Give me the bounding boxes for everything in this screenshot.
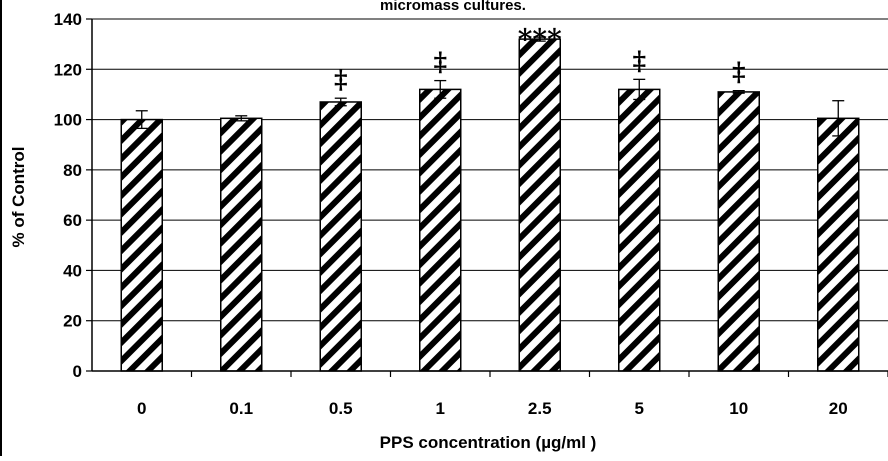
x-tick-label: 2.5 bbox=[528, 399, 552, 418]
significance-marker: *** bbox=[518, 23, 562, 56]
x-axis-title: PPS concentration (µg/ml ) bbox=[380, 433, 597, 452]
significance-marker: ‡ bbox=[732, 58, 746, 88]
bar bbox=[817, 117, 860, 372]
x-tick-label: 20 bbox=[829, 399, 848, 418]
bar bbox=[518, 38, 561, 372]
y-tick-label: 40 bbox=[63, 261, 82, 280]
y-tick-label: 120 bbox=[54, 60, 82, 79]
tick-labels: 0 20 40 60 80 100 120 140 0 0.1 ‡ 0.5 ‡ 1 *** 2.5 ‡ 5 ‡ 10 2… bbox=[54, 10, 848, 418]
bar bbox=[220, 117, 263, 372]
grid-lines bbox=[92, 18, 888, 322]
bar bbox=[717, 91, 760, 372]
y-axis-title: % of Control bbox=[9, 146, 28, 247]
x-tick-label: 0.1 bbox=[229, 399, 253, 418]
bar bbox=[419, 88, 462, 372]
y-tick-label: 100 bbox=[54, 111, 82, 130]
axes bbox=[86, 18, 888, 377]
bar bbox=[618, 88, 661, 372]
significance-marker: ‡ bbox=[334, 65, 348, 95]
x-tick-label: 5 bbox=[635, 399, 644, 418]
bar bbox=[120, 118, 163, 372]
bars bbox=[120, 36, 860, 372]
y-tick-label: 60 bbox=[63, 211, 82, 230]
x-tick-label: 1 bbox=[436, 399, 445, 418]
x-tick-label: 10 bbox=[729, 399, 748, 418]
y-tick-label: 20 bbox=[63, 312, 82, 331]
x-tick-label: 0 bbox=[137, 399, 146, 418]
significance-marker: ‡ bbox=[632, 46, 646, 76]
y-tick-label: 140 bbox=[54, 10, 82, 29]
chart-title: micromass cultures. bbox=[380, 0, 526, 14]
x-tick-label: 0.5 bbox=[329, 399, 353, 418]
significance-marker: ‡ bbox=[433, 48, 447, 78]
y-tick-label: 80 bbox=[63, 161, 82, 180]
bar bbox=[319, 101, 362, 372]
y-tick-label: 0 bbox=[73, 362, 82, 381]
